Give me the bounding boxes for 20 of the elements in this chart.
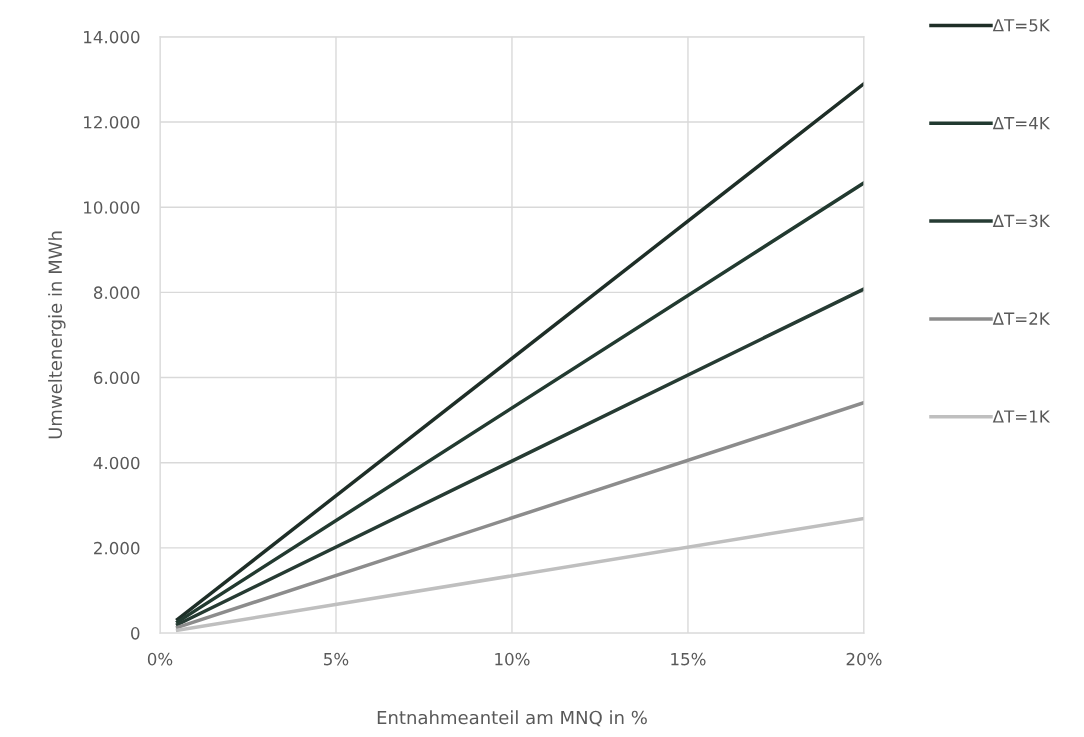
y-tick-label: 14.000 (84, 30, 140, 44)
y-tick-label: 4.000 (93, 456, 140, 470)
legend-label: ΔT=2K (992, 312, 1051, 325)
legend-label: ΔT=5K (992, 19, 1051, 32)
x-axis-title: Entnahmeanteil am MNQ in % (377, 710, 647, 727)
legend-label: ΔT=4K (992, 116, 1051, 130)
x-tick-label: 20% (846, 652, 882, 666)
x-tick-label: 15% (671, 652, 706, 666)
y-tick-label: 10.000 (84, 201, 140, 214)
y-tick-label: 8.000 (93, 286, 140, 299)
y-tick-label: 12.000 (84, 115, 140, 129)
legend-label: ΔT=1K (992, 410, 1051, 423)
y-tick-label: 0 (131, 627, 140, 640)
x-tick-label: 10% (495, 652, 530, 666)
y-axis-title: Umweltenergie in MWh (48, 231, 66, 439)
x-tick-label: 5% (324, 652, 349, 666)
y-tick-label: 2.000 (94, 541, 140, 555)
x-tick-label: 0% (147, 652, 173, 666)
y-tick-label: 6.000 (94, 371, 140, 385)
legend-label: ΔT=3K (992, 214, 1051, 228)
